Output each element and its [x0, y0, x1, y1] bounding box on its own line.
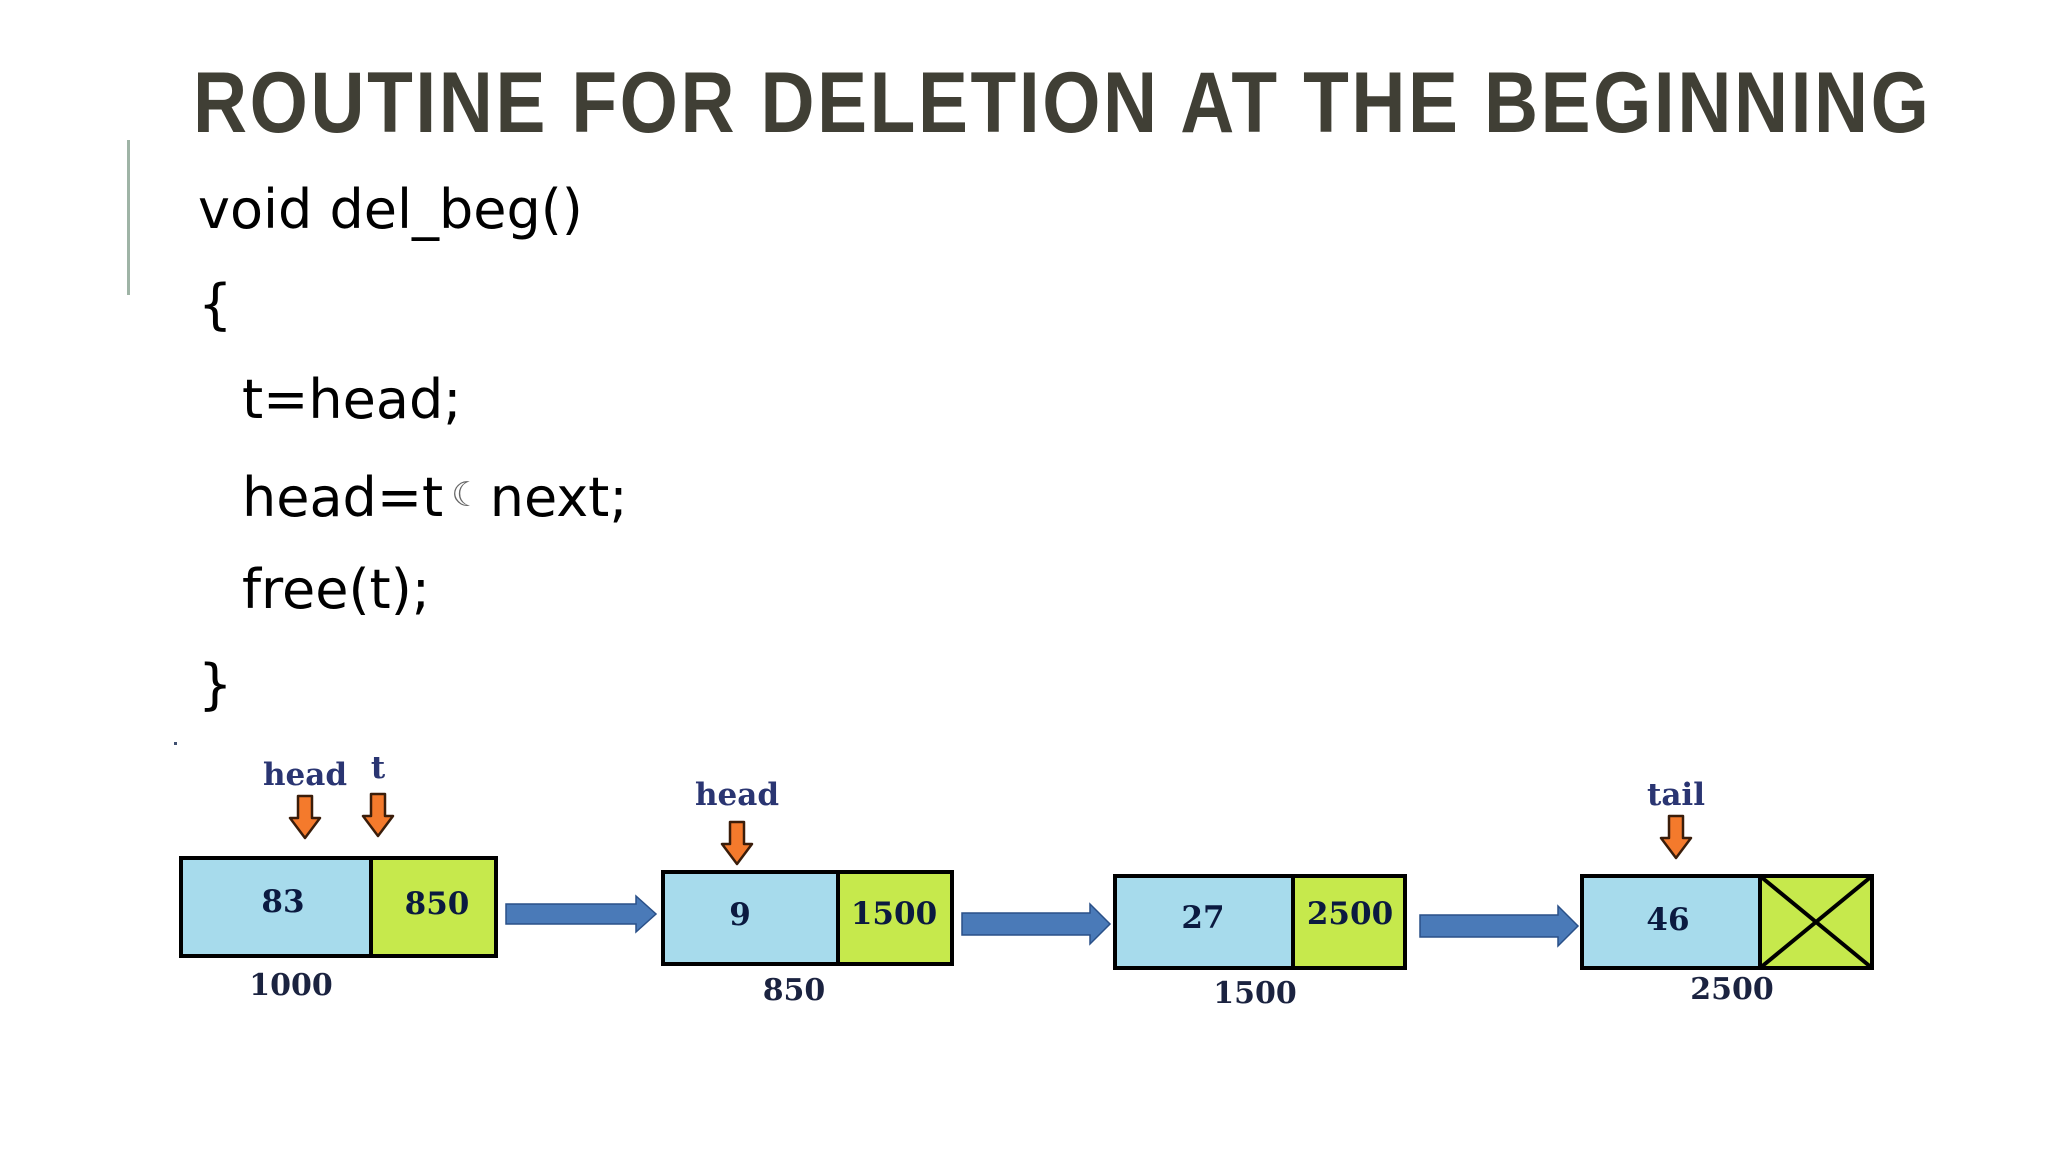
node-data-value: 27: [1181, 900, 1224, 936]
link-arrow-icon: [505, 894, 658, 934]
list-node: 9 1500 850: [661, 870, 954, 1008]
t-pointer-icon: [361, 792, 395, 838]
accent-bar: [127, 140, 130, 295]
node-next-cell: [836, 870, 954, 966]
node-address: 850: [763, 973, 826, 1008]
code-text-next: next;: [489, 466, 628, 529]
pointer-label-head-1: head: [263, 757, 347, 793]
pointer-arrow-glyph-icon: ☾: [451, 475, 482, 515]
node-next-value: 850: [405, 886, 470, 922]
node-data-value: 83: [261, 884, 304, 920]
node-address: 2500: [1690, 972, 1774, 1007]
code-line-open-brace: {: [198, 273, 233, 336]
node-address: 1000: [249, 968, 333, 1003]
node-data-cell: [179, 856, 373, 958]
bullet-dot: [174, 742, 177, 745]
node-next-value: 2500: [1307, 896, 1393, 932]
node-address: 1500: [1213, 976, 1297, 1011]
code-line-assign-t: t=head;: [242, 368, 462, 431]
node-next-cell: [1291, 874, 1407, 970]
head-pointer-icon: [720, 820, 754, 866]
head-pointer-icon: [288, 794, 322, 840]
node-next-value: 1500: [851, 896, 937, 932]
tail-pointer-icon: [1659, 814, 1693, 860]
code-line-advance-head: head=t ☾ next;: [242, 465, 628, 528]
list-node: 46 2500: [1580, 874, 1874, 1007]
node-data-cell: [1113, 874, 1295, 970]
code-text-head-t: head=t: [242, 466, 444, 529]
pointer-label-tail: tail: [1647, 777, 1705, 813]
node-next-cell: [369, 856, 498, 958]
node-data-value: 9: [729, 897, 751, 933]
code-line-close-brace: }: [198, 653, 233, 716]
list-node: 83 850 1000: [179, 856, 498, 1003]
slide-title: ROUTINE FOR DELETION AT THE BEGINNING: [193, 55, 1932, 151]
link-arrow-icon: [961, 902, 1112, 946]
null-cross-icon: [1758, 874, 1874, 970]
link-arrow-icon: [1419, 904, 1580, 948]
pointer-label-head-2: head: [695, 777, 779, 813]
pointer-label-t: t: [371, 750, 386, 786]
code-line-signature: void del_beg(): [198, 178, 583, 241]
node-data-value: 46: [1646, 902, 1689, 938]
code-line-free: free(t);: [242, 558, 430, 621]
list-node: 27 2500 1500: [1113, 874, 1407, 1011]
